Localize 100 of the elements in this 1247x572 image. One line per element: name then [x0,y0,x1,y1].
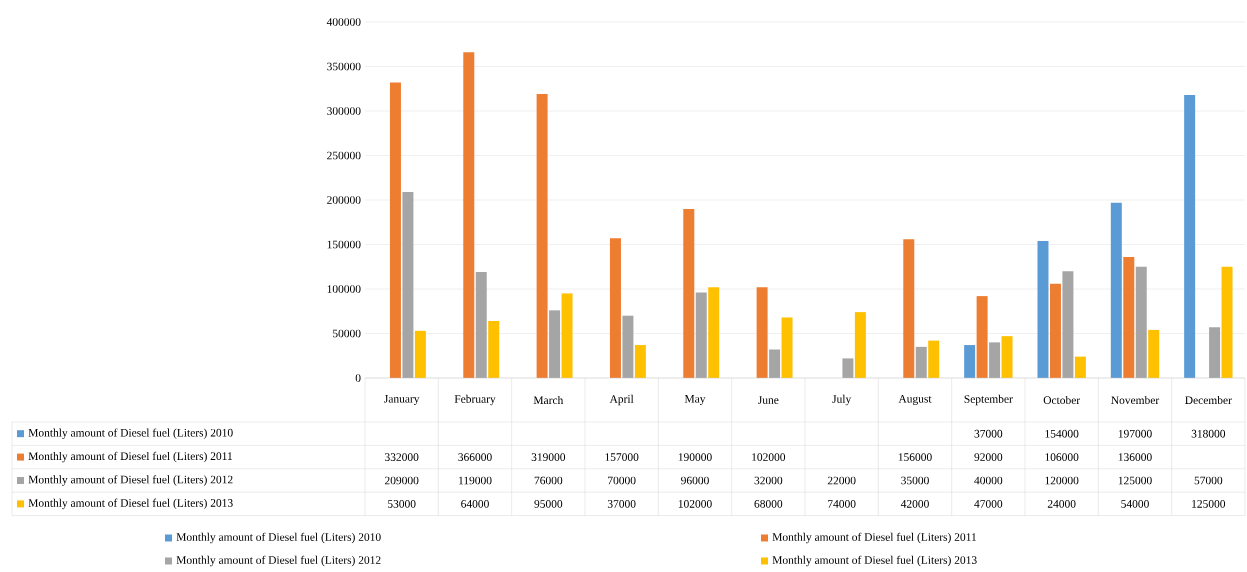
data-label: 64000 [461,500,489,508]
data-label: 125000 [1192,500,1226,508]
bar [708,287,720,378]
bar [976,296,988,378]
bar [1049,283,1061,378]
x-tick-label: February [454,394,496,406]
bar [463,52,475,378]
y-tick-label: 350000 [327,62,361,71]
bar [1001,336,1013,378]
data-label: 96000 [681,476,709,485]
data-label: 70000 [608,476,636,485]
bar [1221,266,1233,378]
bar [756,287,768,378]
legend-label: Monthly amount of Diesel fuel (Liters) 2010 [176,532,381,544]
x-tick-label: July [832,394,852,406]
legend-label: Monthly amount of Diesel fuel (Liters) 2011 [772,532,977,544]
bar [769,349,781,378]
data-label: 37000 [974,429,1003,438]
legend-label: Monthly amount of Diesel fuel (Liters) 2013 [772,555,977,567]
bar [854,312,866,378]
data-label: 74000 [828,500,856,508]
data-label: 136000 [1118,453,1152,461]
data-label: 57000 [1194,476,1223,485]
x-tick-label: November [1111,395,1160,405]
data-label: 35000 [901,476,929,485]
y-tick-label: 50000 [333,329,361,338]
data-label: 76000 [534,476,563,485]
data-label: 157000 [605,453,639,461]
bar [1184,94,1196,378]
bar [1135,266,1147,378]
data-label: 366000 [458,453,492,461]
bar [1209,327,1221,378]
bar [842,358,854,378]
y-tick-label: 100000 [327,285,361,293]
data-label: 102000 [752,453,786,461]
x-tick-label: August [898,394,932,405]
data-label: 24000 [1047,500,1076,508]
bar [475,272,487,378]
data-label: 197000 [1118,429,1152,438]
data-label: 120000 [1045,476,1079,485]
y-tick-label: 300000 [327,107,361,115]
data-label: 42000 [900,500,929,508]
data-label: 154000 [1045,429,1079,438]
data-label: 40000 [974,476,1003,485]
x-tick-label: December [1185,395,1232,405]
x-tick-label: June [758,396,779,404]
bar [622,315,634,378]
data-label: 106000 [1045,453,1079,461]
y-tick-label: 400000 [326,18,361,26]
bar [634,345,646,378]
data-label: 190000 [678,453,712,461]
data-label: 209000 [384,476,419,485]
data-label: 47000 [974,500,1003,508]
bar [389,82,401,378]
data-label: 37000 [607,500,636,508]
data-label: 318000 [1191,429,1226,438]
text: Monthly amount of Diesel fuel (Liters) 2010 [28,428,233,439]
text: Monthly amount of Diesel fuel (Liters) 2011 [28,451,233,463]
bar [781,317,793,378]
data-label: 32000 [754,476,783,485]
bar [1110,202,1122,378]
bar [561,293,573,378]
x-tick-label: May [684,395,706,405]
bar [414,330,426,378]
data-label: 68000 [754,500,783,508]
bar [402,191,414,378]
y-tick-label: 0 [355,374,361,382]
bar [1037,240,1049,378]
legend-label: Monthly amount of Diesel fuel (Liters) 2012 [176,555,381,567]
bar [549,310,561,378]
bar [1074,356,1086,378]
y-tick-label: 200000 [327,196,361,204]
data-label: 53000 [388,500,416,508]
data-label: 119000 [459,476,492,485]
text: Monthly amount of Diesel fuel (Liters) 2013 [28,498,233,510]
bar [1062,271,1074,378]
bar [1148,329,1160,378]
text: Monthly amount of Diesel fuel (Liters) 2012 [28,475,233,486]
x-tick-label: April [609,394,634,406]
bar [695,292,707,378]
bar [609,238,621,378]
x-tick-label: January [384,395,420,405]
data-label: 92000 [974,453,1003,461]
x-tick-label: March [533,395,564,405]
x-tick-label: September [964,394,1013,406]
bar [536,94,548,378]
bar [964,345,976,378]
data-label: 22000 [827,476,856,485]
y-tick-label: 250000 [327,151,361,160]
y-tick-label: 150000 [327,240,361,249]
x-tick-label: October [1043,395,1081,405]
data-label: 102000 [678,500,712,508]
bar [989,342,1001,378]
bar [1123,256,1135,378]
bar [903,239,915,378]
bar [488,321,500,378]
data-label: 125000 [1118,476,1152,485]
data-label: 319000 [531,453,566,461]
data-label: 54000 [1121,500,1149,508]
data-label: 156000 [898,453,932,461]
